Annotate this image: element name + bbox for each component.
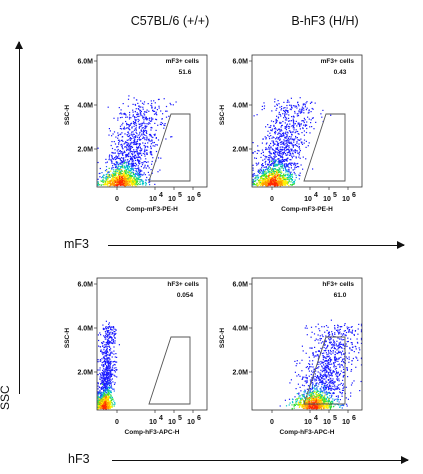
gate-polygon	[148, 336, 191, 405]
y-tick-label: 2.0M	[77, 370, 93, 377]
plot-frame	[96, 277, 208, 411]
gate-name-label: mF3+ cells	[321, 58, 355, 65]
x-tick-label: 0	[115, 419, 119, 426]
x-tick-label: 10	[304, 419, 312, 426]
x-tick-label: 10	[149, 196, 157, 203]
x-tick-label: 10	[323, 196, 331, 203]
gate-value-label: 51.6	[179, 69, 192, 76]
x-tick-exponent: 5	[178, 415, 182, 422]
x-tick-exponent: 6	[197, 415, 201, 422]
x-tick-exponent: 6	[197, 192, 201, 199]
x-tick-label: 10	[149, 419, 157, 426]
x-tick-label: 0	[115, 196, 119, 203]
y-tick-label: 2.0M	[232, 147, 248, 154]
row-label-hf3: hF3	[68, 452, 90, 466]
x-tick-exponent: 6	[352, 192, 356, 199]
x-tick-label: 10	[304, 196, 312, 203]
gate-name-label: hF3+ cells	[322, 281, 354, 288]
x-tick-label: 10	[168, 196, 176, 203]
x-tick-label: 10	[323, 419, 331, 426]
gate-polygon	[303, 336, 346, 405]
plot-frame	[251, 277, 363, 411]
hf3-arrow	[112, 456, 409, 464]
ssc-arrow	[15, 41, 23, 394]
x-tick-exponent: 5	[333, 415, 337, 422]
plot-frame	[96, 54, 208, 188]
flow-panel-top-left: 6.0M4.0M2.0M0 104105106Comp-mF3-PE-HSSC-H…	[64, 54, 208, 213]
y-tick-label: 6.0M	[232, 59, 248, 66]
x-tick-label: 0	[270, 196, 274, 203]
x-tick-label: 10	[168, 419, 176, 426]
y-tick-label: 4.0M	[232, 103, 248, 110]
x-axis-label: Comp-hF3-APC-H	[280, 429, 335, 436]
column-title-humanized: B-hF3 (H/H)	[291, 14, 359, 28]
x-tick-label: 10	[187, 196, 195, 203]
y-tick-label: 4.0M	[77, 326, 93, 333]
x-tick-exponent: 4	[314, 192, 318, 199]
x-tick-exponent: 5	[333, 192, 337, 199]
x-tick-label: 10	[187, 419, 195, 426]
gate-polygon	[148, 113, 191, 182]
gate-name-label: mF3+ cells	[166, 58, 200, 65]
data-points	[279, 319, 362, 410]
x-tick-label: 0	[270, 419, 274, 426]
gate-value-label: 0.43	[334, 69, 347, 76]
y-tick-label: 4.0M	[232, 326, 248, 333]
x-tick-exponent: 5	[178, 192, 182, 199]
x-tick-exponent: 4	[159, 415, 163, 422]
gate-name-label: hF3+ cells	[167, 281, 199, 288]
mf3-arrow	[108, 241, 405, 249]
data-points	[97, 95, 177, 187]
x-tick-exponent: 4	[159, 192, 163, 199]
x-tick-label: 10	[342, 196, 350, 203]
data-points	[97, 320, 120, 410]
y-tick-label: 6.0M	[77, 59, 93, 66]
y-tick-label: 6.0M	[232, 282, 248, 289]
x-axis-label: Comp-hF3-APC-H	[125, 429, 180, 436]
flow-panel-top-right: 6.0M4.0M2.0M0 104105106Comp-mF3-PE-HSSC-H…	[219, 54, 363, 213]
y-axis-label: SSC-H	[64, 105, 71, 126]
y-tick-label: 2.0M	[77, 147, 93, 154]
y-tick-label: 2.0M	[232, 370, 248, 377]
y-axis-label: SSC-H	[64, 328, 71, 349]
gate-polygon	[303, 113, 346, 182]
gate-value-label: 0.054	[177, 292, 194, 299]
x-tick-exponent: 4	[314, 415, 318, 422]
gate-value-label: 61.0	[334, 292, 347, 299]
flow-panel-bottom-right: 6.0M4.0M2.0M0 104105106Comp-hF3-APC-HSSC-…	[219, 277, 363, 436]
plot-frame	[251, 54, 363, 188]
x-axis-label: Comp-mF3-PE-H	[126, 206, 178, 213]
y-tick-label: 6.0M	[77, 282, 93, 289]
data-points	[252, 97, 332, 187]
y-axis-label: SSC-H	[219, 328, 226, 349]
column-title-wildtype: C57BL/6 (+/+)	[130, 14, 210, 28]
x-axis-label: Comp-mF3-PE-H	[281, 206, 333, 213]
x-tick-label: 10	[342, 419, 350, 426]
x-tick-exponent: 6	[352, 415, 356, 422]
ssc-axis-label: SSC	[0, 385, 12, 410]
row-label-mf3: mF3	[64, 237, 89, 251]
y-tick-label: 4.0M	[77, 103, 93, 110]
y-axis-label: SSC-H	[219, 105, 226, 126]
flow-panel-bottom-left: 6.0M4.0M2.0M0 104105106Comp-hF3-APC-HSSC-…	[64, 277, 208, 436]
